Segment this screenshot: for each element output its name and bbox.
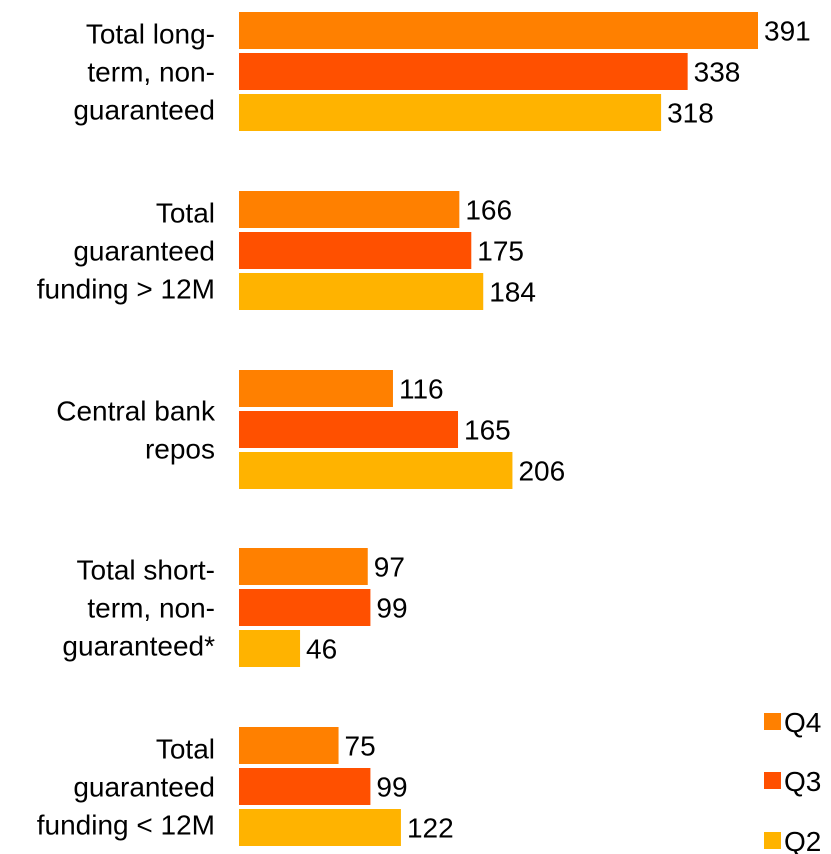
value-label-q2-cat5: 122 (407, 813, 454, 844)
bar-q4-cat1 (239, 12, 758, 49)
bar-q2-cat3 (239, 452, 513, 489)
legend-label-q2: Q2 (784, 826, 821, 854)
bar-q3-cat3 (239, 411, 459, 448)
bar-q4-cat4 (239, 548, 368, 585)
value-label-q4-cat1: 391 (764, 16, 811, 47)
category-labels: Total long-term, non-guaranteed Total guar… (37, 19, 216, 841)
legend-swatch-q4 (764, 713, 781, 730)
bar-q3-cat5 (239, 768, 371, 805)
value-label-q3-cat2: 175 (477, 236, 524, 267)
legend-swatch-q2 (764, 832, 781, 849)
value-label-q3-cat4: 99 (376, 593, 407, 624)
value-label-q3-cat5: 99 (376, 772, 407, 803)
category-label-4: Total short-term, non-guaranteed* (62, 555, 215, 662)
value-label-q2-cat2: 184 (489, 277, 536, 308)
bar-q2-cat2 (239, 273, 484, 310)
bar-q2-cat5 (239, 809, 401, 846)
value-label-q2-cat3: 206 (518, 456, 565, 487)
value-label-q4-cat4: 97 (374, 552, 405, 583)
bar-q4-cat2 (239, 191, 460, 228)
category-label-5: Total guaranteed funding < 12M (37, 734, 215, 841)
legend-swatch-q3 (764, 772, 781, 789)
bar-q4-cat5 (239, 727, 339, 764)
value-label-q2-cat4: 46 (306, 634, 337, 665)
value-label-q4-cat5: 75 (345, 731, 376, 762)
legend-label-q4: Q4 (784, 707, 821, 738)
value-label-q3-cat1: 338 (694, 57, 741, 88)
category-label-1: Total long-term, non-guaranteed (73, 19, 215, 126)
bar-q4-cat3 (239, 370, 393, 407)
bar-q3-cat1 (239, 53, 688, 90)
value-label-q4-cat3: 116 (399, 374, 444, 405)
bar-q2-cat1 (239, 94, 662, 131)
legend: Q4 Q3 Q2 (764, 707, 821, 854)
category-label-2: Total guaranteed funding > 12M (37, 198, 215, 305)
bar-q2-cat4 (239, 630, 301, 667)
value-label-q4-cat2: 166 (465, 195, 512, 226)
bar-q3-cat4 (239, 589, 371, 626)
value-label-q3-cat3: 165 (464, 415, 511, 446)
value-label-q2-cat1: 318 (667, 98, 714, 129)
bar-q3-cat2 (239, 232, 472, 269)
category-label-3: Central bank repos (56, 396, 216, 465)
legend-label-q3: Q3 (784, 766, 821, 797)
bars-layer (239, 12, 758, 846)
